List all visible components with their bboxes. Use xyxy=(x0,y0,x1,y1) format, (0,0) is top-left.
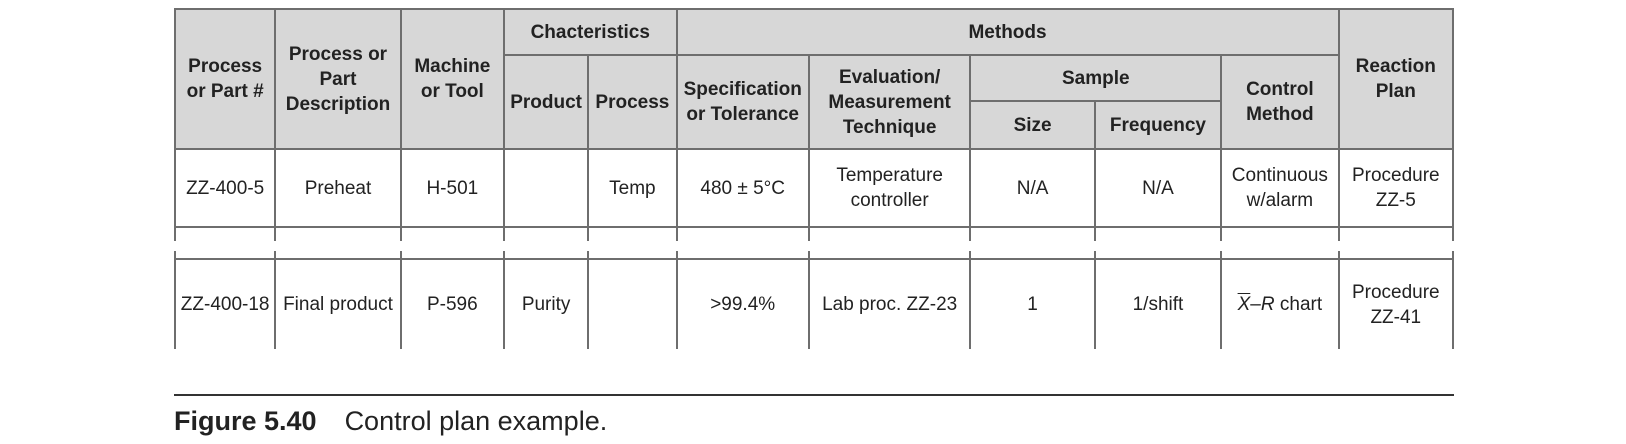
cell-evaluation: Temperature controller xyxy=(807,148,972,228)
header-specification: Specification or Tolerance xyxy=(675,54,810,150)
table-row: ZZ-400-18 Final product P-596 Purity >99… xyxy=(173,258,1455,349)
cell-product xyxy=(502,148,590,228)
figure-caption-text: Control plan example. xyxy=(344,406,608,436)
figure-caption: Figure 5.40 Control plan example. xyxy=(174,404,607,438)
cell-specification: >99.4% xyxy=(675,258,810,349)
cell-control-method: X–R chart xyxy=(1220,258,1340,349)
cell-evaluation: Lab proc. ZZ-23 xyxy=(807,258,972,349)
control-plan-figure: Process or Part # Process or Part Descri… xyxy=(173,8,1455,349)
header-machine: Machine or Tool xyxy=(399,8,505,150)
table-row: ZZ-400-5 Preheat H-501 Temp 480 ± 5°C Te… xyxy=(173,148,1455,228)
x-bar-symbol: X xyxy=(1237,294,1251,315)
chart-suffix: chart xyxy=(1274,294,1323,315)
cell-size: 1 xyxy=(969,258,1096,349)
caption-rule xyxy=(174,394,1454,396)
header-sample: Sample xyxy=(969,54,1223,102)
table-break-gap xyxy=(174,241,1454,251)
header-methods: Methods xyxy=(675,8,1340,56)
cell-frequency: 1/shift xyxy=(1093,258,1223,349)
cell-description: Final product xyxy=(274,258,402,349)
cell-frequency: N/A xyxy=(1093,148,1223,228)
figure-number: Figure 5.40 xyxy=(174,406,317,436)
cell-machine: H-501 xyxy=(399,148,505,228)
cell-control-method: Continuous w/alarm xyxy=(1220,148,1340,228)
cell-product: Purity xyxy=(502,258,590,349)
cell-part-no: ZZ-400-18 xyxy=(173,258,277,349)
cell-size: N/A xyxy=(969,148,1096,228)
cell-process xyxy=(587,258,678,349)
header-description: Process or Part Description xyxy=(274,8,402,150)
cell-reaction-plan: Procedure ZZ-41 xyxy=(1337,258,1455,349)
cell-part-no: ZZ-400-5 xyxy=(173,148,277,228)
header-evaluation: Evaluation/ Measurement Technique xyxy=(807,54,972,150)
control-plan-table: Process or Part # Process or Part Descri… xyxy=(173,8,1455,349)
cell-description: Preheat xyxy=(274,148,402,228)
header-control-method: Control Method xyxy=(1220,54,1340,150)
header-frequency: Frequency xyxy=(1093,100,1223,150)
cell-specification: 480 ± 5°C xyxy=(675,148,810,228)
header-product: Product xyxy=(502,54,590,150)
cell-reaction-plan: Procedure ZZ-5 xyxy=(1337,148,1455,228)
header-characteristics: Chacteristics xyxy=(502,8,678,56)
header-part-no: Process or Part # xyxy=(173,8,277,150)
header-size: Size xyxy=(969,100,1096,150)
r-symbol: R xyxy=(1260,294,1275,315)
header-process: Process xyxy=(587,54,678,150)
row-break-top xyxy=(173,226,1455,243)
header-reaction-plan: Reaction Plan xyxy=(1337,8,1455,150)
cell-machine: P-596 xyxy=(399,258,505,349)
cell-process: Temp xyxy=(587,148,678,228)
